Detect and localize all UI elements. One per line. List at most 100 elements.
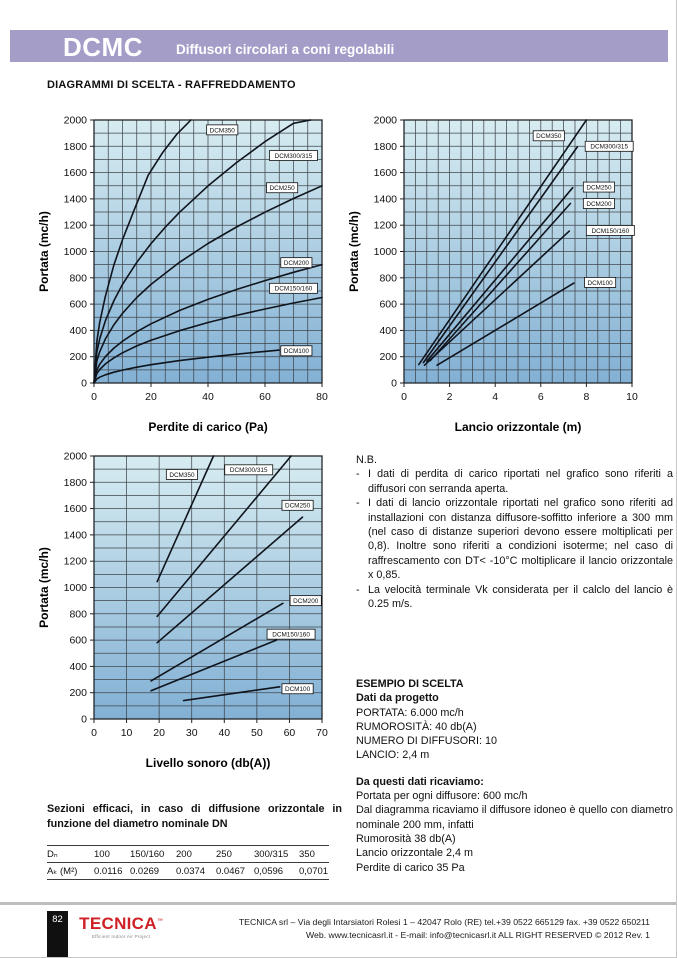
svg-text:400: 400 [379, 325, 397, 337]
nb-bullet-marker: - [356, 583, 360, 596]
svg-text:800: 800 [379, 272, 397, 284]
svg-text:800: 800 [69, 608, 87, 620]
svg-text:DCM100: DCM100 [285, 686, 311, 693]
svg-text:30: 30 [186, 727, 198, 739]
svg-text:1000: 1000 [64, 246, 88, 258]
ricaviamo-item: Dal diagramma ricaviamo il diffusore ido… [356, 804, 673, 831]
svg-text:DCM200: DCM200 [293, 598, 319, 605]
nb-item-text: I dati di lancio orizzontale riportati n… [368, 497, 673, 582]
footer-address: TECNICA srl – Via degli Intarsiatori Rol… [239, 916, 650, 942]
table-cell: 250 [216, 845, 254, 863]
table-cell: Dₙ [47, 845, 94, 863]
table-cell: 150/160 [130, 845, 176, 863]
svg-text:1800: 1800 [64, 477, 88, 489]
nb-item-text: I dati di perdita di carico riportati ne… [368, 468, 673, 495]
svg-text:DCM150/160: DCM150/160 [592, 228, 630, 235]
svg-text:1000: 1000 [64, 582, 88, 594]
svg-text:40: 40 [202, 391, 214, 403]
footer-divider [0, 902, 676, 905]
table-cell: 0,0701 [299, 862, 329, 880]
svg-text:600: 600 [379, 299, 397, 311]
svg-text:Lancio orizzontale (m): Lancio orizzontale (m) [455, 420, 582, 434]
svg-text:400: 400 [69, 325, 87, 337]
svg-text:200: 200 [69, 351, 87, 363]
nb-note: N.B. - I dati di perdita di carico ripor… [356, 453, 673, 611]
svg-text:DCM150/160: DCM150/160 [275, 286, 313, 293]
svg-text:4: 4 [492, 391, 498, 403]
footer-address-line2: Web. www.tecnicasrl.it - E-mail: info@te… [305, 930, 650, 940]
nb-item: - I dati di lancio orizzontale riportati… [356, 496, 673, 582]
svg-text:Portata (mc/h): Portata (mc/h) [348, 211, 361, 292]
svg-text:1800: 1800 [64, 141, 88, 153]
svg-text:20: 20 [153, 727, 165, 739]
sezioni-heading: Sezioni efficaci, in caso di diffusione … [47, 803, 342, 830]
table-cell: Aₖ (M²) [47, 862, 94, 880]
esempio-dato: NUMERO DI DIFFUSORI: 10 [356, 735, 497, 748]
table-header-row: Dₙ 100 150/160 200 250 300/315 350 [47, 845, 329, 863]
table-value-row: Aₖ (M²) 0.0116 0.0269 0.0374 0.0467 0,05… [47, 862, 329, 880]
svg-text:0: 0 [401, 391, 407, 403]
esempio-subtitle: Dati da progetto [356, 692, 439, 705]
tecnica-logo-tagline: Efficient Indoor Air Project [91, 934, 151, 939]
svg-text:600: 600 [69, 635, 87, 647]
svg-text:DCM350: DCM350 [536, 133, 562, 140]
svg-text:2000: 2000 [64, 451, 88, 463]
svg-text:0: 0 [391, 378, 397, 390]
svg-text:DCM150/160: DCM150/160 [272, 632, 310, 639]
svg-text:600: 600 [69, 299, 87, 311]
svg-text:Perdite di carico (Pa): Perdite di carico (Pa) [148, 420, 267, 434]
table-cell: 0.0116 [94, 862, 130, 880]
svg-text:Livello sonoro (db(A)): Livello sonoro (db(A)) [146, 756, 271, 770]
esempio-dato: RUMOROSITÀ: 40 db(A) [356, 720, 477, 733]
table-cell: 0.0269 [130, 862, 176, 880]
svg-text:1600: 1600 [64, 167, 88, 179]
tecnica-logo-text: TECNICA [79, 914, 157, 933]
nb-item: - La velocità terminale Vk considerata p… [356, 583, 673, 612]
svg-text:DCM300/315: DCM300/315 [275, 153, 313, 160]
svg-text:DCM250: DCM250 [285, 503, 311, 510]
ricaviamo-title: Da questi dati ricaviamo: [356, 775, 484, 788]
trademark-symbol: ™ [156, 918, 163, 925]
footer-address-line1: TECNICA srl – Via degli Intarsiatori Rol… [238, 917, 650, 927]
svg-text:50: 50 [251, 727, 263, 739]
tecnica-logo: TECNICA™ Efficient Indoor Air Project [76, 914, 166, 939]
ricaviamo-item: Rumorosità 38 db(A) [356, 832, 456, 845]
svg-text:DCM300/315: DCM300/315 [230, 467, 268, 474]
product-name: DCMC [63, 32, 143, 62]
svg-text:DCM250: DCM250 [586, 184, 612, 191]
chart-perdite-di-carico: 0 20 40 60 80 0 200 400 600 800 1000 1200 1400 1600 18… [37, 108, 340, 438]
svg-text:20: 20 [145, 391, 157, 403]
table-cell: 300/315 [254, 845, 299, 863]
svg-text:DCM300/315: DCM300/315 [590, 144, 628, 151]
svg-text:1400: 1400 [64, 193, 88, 205]
svg-text:2000: 2000 [374, 115, 398, 127]
svg-text:DCM100: DCM100 [284, 348, 310, 355]
svg-text:1200: 1200 [64, 556, 88, 568]
table-cell: 350 [299, 845, 329, 863]
table-cell: 200 [176, 845, 216, 863]
svg-text:2: 2 [447, 391, 453, 403]
nb-item: - I dati di perdita di carico riportati … [356, 467, 673, 496]
svg-text:DCM350: DCM350 [169, 472, 195, 479]
nb-bullet-marker: - [356, 468, 360, 481]
svg-text:10: 10 [626, 391, 638, 403]
svg-text:DCM350: DCM350 [210, 127, 236, 134]
svg-text:60: 60 [259, 391, 271, 403]
svg-text:1200: 1200 [64, 220, 88, 232]
svg-text:0: 0 [81, 378, 87, 390]
spacer [356, 763, 673, 775]
svg-text:1400: 1400 [374, 193, 398, 205]
svg-text:DCM250: DCM250 [269, 185, 295, 192]
nb-bullet-marker: - [356, 497, 360, 510]
ricaviamo-item: Perdite di carico 35 Pa [356, 861, 465, 874]
nb-title: N.B. [356, 454, 377, 466]
esempio-di-scelta: ESEMPIO DI SCELTA Dati da progetto PORTA… [356, 677, 673, 875]
table-cell: 0.0467 [216, 862, 254, 880]
product-subtitle: Diffusori circolari a coni regolabili [176, 42, 395, 57]
ricaviamo-item: Lancio orizzontale 2,4 m [356, 847, 474, 860]
svg-text:Portata (mc/h): Portata (mc/h) [38, 547, 51, 628]
svg-text:1600: 1600 [374, 167, 398, 179]
svg-text:1000: 1000 [374, 246, 398, 258]
section-title: DIAGRAMMI DI SCELTA - RAFFREDDAMENTO [47, 79, 296, 91]
